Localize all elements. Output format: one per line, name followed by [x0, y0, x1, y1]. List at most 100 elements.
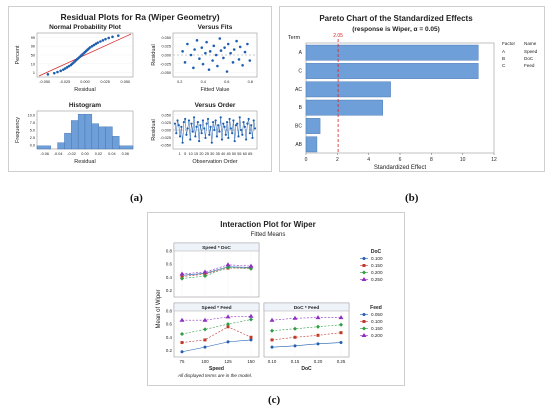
order-point — [186, 127, 189, 130]
series-marker — [180, 350, 184, 354]
doc_feed-frame — [263, 302, 350, 358]
doc_feed-strip — [263, 302, 350, 312]
versus_order-ytick: -0.025 — [160, 136, 171, 140]
order-point — [228, 117, 231, 121]
fit-point — [195, 39, 199, 42]
series-marker — [225, 262, 231, 267]
order-point — [176, 119, 179, 122]
normal_probability-ytick: 50 — [31, 54, 35, 58]
histogram-ytick: 7.5 — [30, 121, 35, 125]
series-marker — [249, 338, 253, 342]
histogram-bar — [36, 145, 51, 150]
order-point — [204, 136, 207, 140]
series-marker — [269, 317, 275, 322]
residual-point — [116, 34, 120, 37]
x-tick-label: 0 — [305, 157, 308, 163]
order-point — [236, 122, 239, 125]
histogram-ylabel: Frequency — [15, 117, 21, 143]
fit-point — [204, 51, 207, 55]
series-marker — [203, 338, 207, 342]
doc_feed-xtick: 0.15 — [291, 359, 300, 364]
speed_feed-ytick: 0.8 — [166, 309, 173, 314]
doc_feed-xtick: 0.25 — [337, 359, 346, 364]
order-point — [218, 130, 221, 133]
versus_fits-ytick: 0.000 — [161, 54, 171, 58]
histogram-xtick: 0.04 — [108, 152, 115, 156]
fit-point — [198, 57, 201, 60]
versus_order-ytick: 0.025 — [161, 121, 171, 125]
term-label: A — [299, 50, 303, 56]
order-point — [195, 125, 198, 128]
fit-point — [192, 66, 195, 70]
doc_feed-xtick: 0.10 — [268, 359, 277, 364]
order-point — [175, 132, 178, 135]
normal_probability-ytick: 90 — [31, 45, 35, 49]
order-point — [214, 119, 217, 122]
fit-point — [201, 62, 205, 66]
normal_probability-axes: Normal Probability Plot Residual Percent -0… — [15, 24, 134, 93]
legend-factor: C — [502, 63, 506, 68]
fit-point — [216, 64, 219, 68]
order-point — [237, 135, 240, 138]
normal_probability-title: Normal Probability Plot — [49, 24, 122, 31]
versus_order-xtick: 15 — [194, 152, 198, 156]
residual-point — [46, 73, 50, 76]
normal_probability-ytick: 1 — [33, 71, 35, 75]
speed_feed-xlabel: Speed — [209, 366, 224, 372]
fit-point — [222, 56, 225, 60]
legend-label: 0.150 — [371, 263, 383, 268]
series-marker — [203, 327, 207, 332]
legend-title: Feed — [370, 305, 382, 311]
order-point — [219, 116, 222, 119]
fit-point — [223, 46, 226, 49]
fit-point — [214, 53, 218, 57]
histogram-xtick: 0.02 — [95, 152, 102, 156]
legend-name: Speed — [524, 49, 538, 54]
series-marker — [203, 273, 207, 278]
order-point — [227, 136, 230, 140]
series-line — [271, 342, 342, 348]
term-label: BC — [295, 124, 302, 130]
legend-name: Feed — [524, 63, 535, 68]
series-marker — [292, 315, 298, 320]
versus_fits-xtick: 0.8 — [248, 80, 253, 84]
term-label: AC — [295, 87, 302, 93]
order-point — [194, 135, 197, 138]
series-marker — [339, 331, 343, 335]
residual-point — [111, 35, 114, 39]
versus_fits-xtick: 0.6 — [224, 80, 229, 84]
fit-point — [243, 50, 247, 54]
order-point — [190, 122, 193, 125]
series-marker — [226, 322, 230, 327]
order-point — [180, 125, 183, 128]
order-point — [225, 120, 229, 124]
residual-point — [65, 66, 69, 69]
doc_feed-panel: DoC * Feed 0.10 0.15 0.20 0.25 DoC — [263, 302, 350, 372]
histogram-xtick: -0.06 — [40, 152, 49, 156]
residual-point — [63, 67, 67, 70]
order-point — [192, 116, 196, 119]
versus_order-xtick: 40 — [221, 152, 225, 156]
versus_order-xtick: 45 — [226, 152, 230, 156]
order-point — [181, 141, 184, 144]
order-point — [233, 139, 236, 143]
residual-point — [67, 64, 71, 68]
fit-point — [212, 44, 216, 48]
histogram-xtick: 0.00 — [81, 152, 88, 156]
histogram-ytick: 0.0 — [30, 144, 35, 148]
versus_fits-ytick: 0.050 — [161, 36, 171, 40]
normal_probability-xtick: -0.025 — [59, 80, 70, 84]
order-point — [241, 133, 244, 136]
histogram-axes: Histogram Residual Frequency -0.06 -0.04 -0.0… — [15, 102, 134, 165]
series-marker — [270, 345, 274, 349]
series-line — [181, 267, 252, 279]
fit-point — [181, 50, 184, 53]
fit-point — [226, 42, 230, 46]
fit-point — [211, 59, 214, 62]
legend-label: 0.200 — [371, 270, 383, 275]
order-point — [251, 136, 254, 140]
series-marker — [339, 341, 343, 345]
normal_probability-ytick: 99 — [31, 36, 35, 40]
histogram-bar — [119, 145, 134, 150]
